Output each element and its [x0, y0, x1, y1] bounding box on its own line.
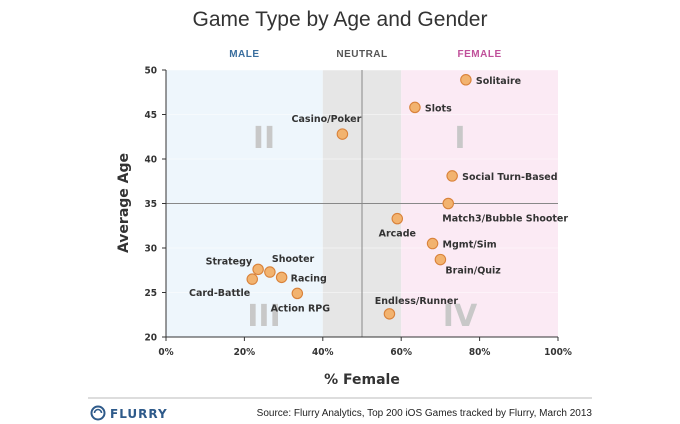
- zone-label-neutral: NEUTRAL: [336, 49, 387, 60]
- y-tick-label: 20: [144, 333, 157, 344]
- chart-title: Game Type by Age and Gender: [193, 8, 488, 31]
- axes: 20 25 30 35 40 45 50 0% 20% 40% 60% 80% 100%: [144, 66, 571, 359]
- point-label-action-rpg: Action RPG: [271, 303, 331, 314]
- point-solitaire: [460, 74, 472, 86]
- point-label-slots: Slots: [425, 103, 452, 114]
- point-endless-runner: [383, 308, 396, 320]
- x-tick-label: 100%: [544, 347, 572, 358]
- point-arcade: [391, 212, 404, 225]
- point-brain-quiz: [434, 253, 447, 266]
- x-axis-label: % Female: [324, 372, 400, 388]
- point-shooter: [264, 266, 276, 278]
- y-tick-label: 50: [144, 66, 157, 77]
- y-tick-label: 25: [144, 288, 157, 299]
- point-label-casino-poker: Casino/Poker: [292, 114, 362, 125]
- y-axis-label: Average Age: [116, 153, 132, 253]
- x-tick-label: 60%: [390, 347, 412, 358]
- source-note: Source: Flurry Analytics, Top 200 iOS Ga…: [257, 408, 593, 419]
- point-label-card-battle: Card-Battle: [189, 288, 250, 299]
- point-strategy: [252, 263, 264, 276]
- point-racing: [275, 271, 288, 284]
- y-tick-label: 40: [144, 155, 157, 166]
- point-label-shooter: Shooter: [272, 254, 315, 265]
- point-label-mgmt-sim: Mgmt/Sim: [443, 240, 497, 251]
- point-label-match3-bubble-shooter: Match3/Bubble Shooter: [442, 214, 568, 225]
- point-label-racing: Racing: [291, 273, 327, 284]
- flurry-logo-icon: [90, 405, 106, 421]
- point-card-battle: [246, 273, 258, 285]
- flurry-brand-name: FLURRY: [110, 407, 168, 421]
- point-label-social-turn-based: Social Turn-Based: [462, 172, 557, 183]
- points-layer: Solitaire Slots Casino/Poker Social Turn-Ba…: [189, 74, 568, 320]
- y-tick-label: 30: [144, 244, 157, 255]
- point-label-endless-runner: Endless/Runner: [375, 296, 459, 307]
- point-casino-poker: [336, 128, 349, 140]
- quadrant-label: I: [454, 121, 465, 156]
- point-label-solitaire: Solitaire: [476, 76, 521, 87]
- point-mgmt-sim: [426, 237, 439, 250]
- point-label-brain-quiz: Brain/Quiz: [445, 266, 501, 277]
- quadrant-label: IV: [443, 299, 478, 334]
- y-tick-label: 45: [144, 110, 157, 121]
- reference-lines: [166, 70, 558, 337]
- zone-label-female: FEMALE: [458, 49, 502, 60]
- point-action-rpg: [291, 287, 304, 300]
- zone-label-male: MALE: [229, 49, 259, 60]
- flurry-logo-swirl: [93, 408, 103, 414]
- x-tick-label: 80%: [469, 347, 491, 358]
- quadrant-label: III: [247, 299, 281, 334]
- x-tick-label: 0%: [158, 347, 173, 358]
- flurry-logo: FLURRY: [90, 405, 168, 421]
- point-slots: [409, 101, 421, 114]
- point-social-turn-based: [446, 170, 458, 182]
- x-tick-label: 40%: [312, 347, 334, 358]
- point-match3-bubble-shooter: [442, 197, 454, 210]
- point-label-arcade: Arcade: [379, 229, 416, 240]
- x-tick-label: 20%: [234, 347, 256, 358]
- quadrant-label: II: [253, 121, 275, 156]
- point-label-strategy: Strategy: [206, 256, 253, 267]
- y-tick-label: 35: [144, 199, 157, 210]
